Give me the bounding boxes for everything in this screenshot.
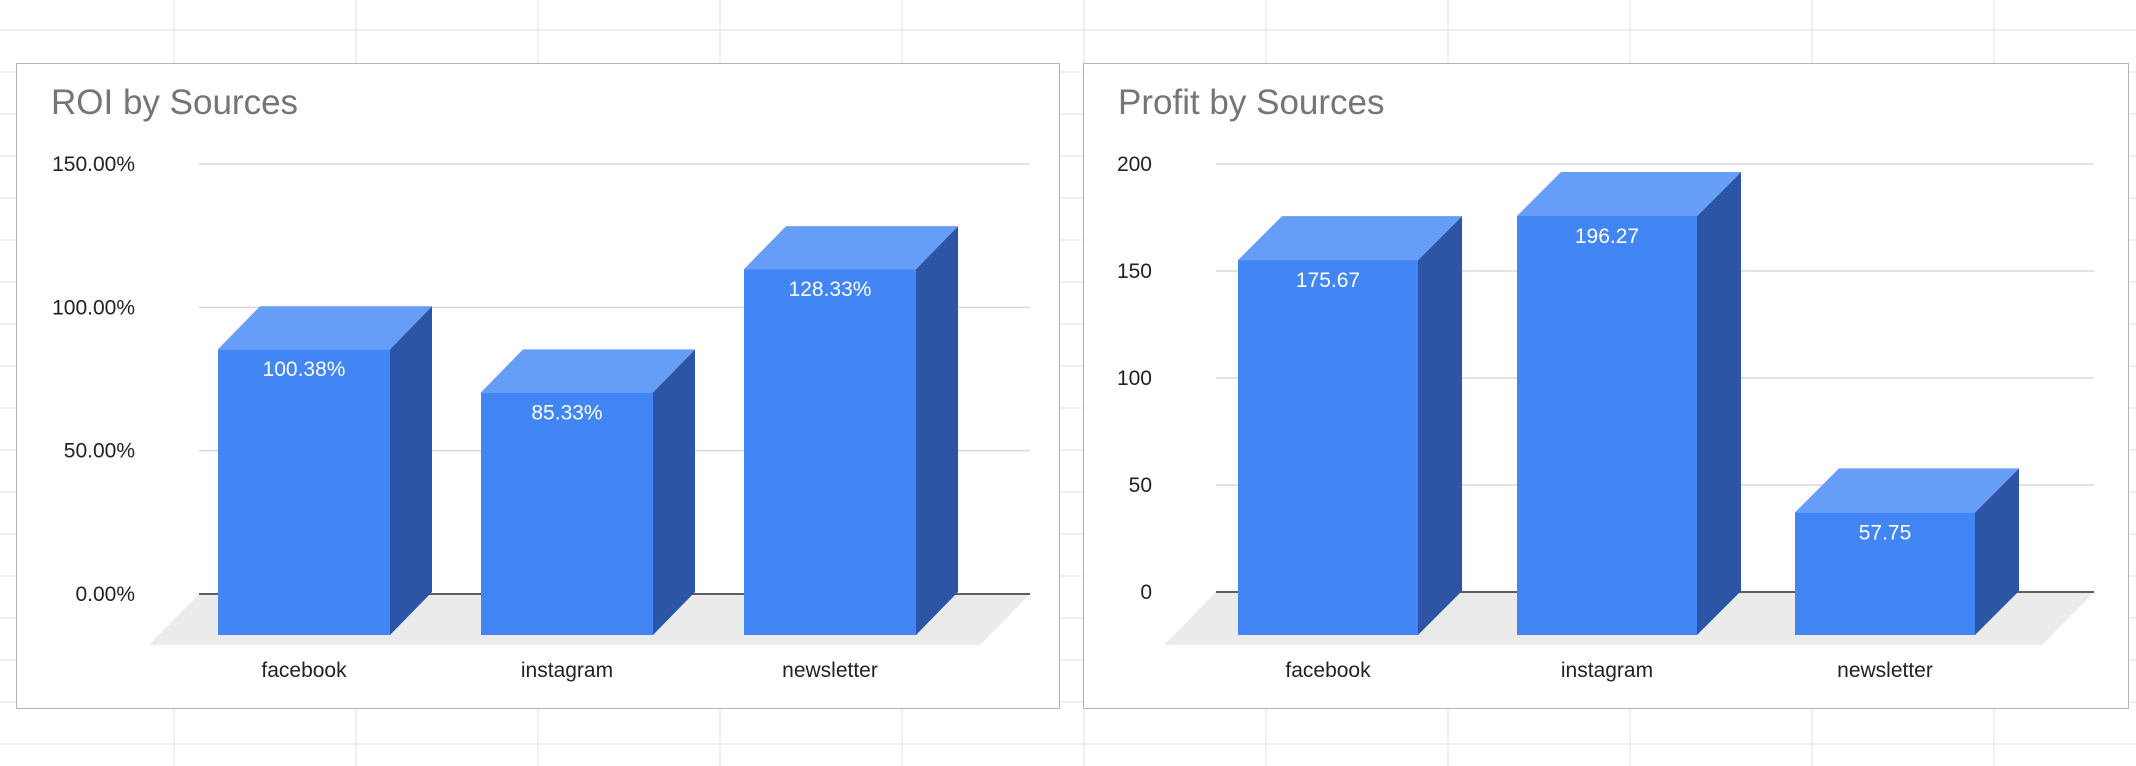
roi-chart-title: ROI by Sources [51, 83, 298, 122]
roi-bar-top [481, 349, 695, 393]
profit-chart-plot: Profit by Sources 0 50 100 150 200 175.67 face… [1117, 83, 2094, 682]
profit-bar-top [1238, 216, 1462, 261]
roi-y-tick-label: 150.00% [52, 153, 135, 176]
profit-bar-top [1795, 468, 2019, 513]
profit-data-label: 57.75 [1859, 521, 1912, 544]
profit-bar-instagram[interactable]: 196.27 [1517, 171, 1741, 636]
roi-y-tick-label: 50.00% [64, 440, 135, 463]
profit-x-tick-label: instagram [1561, 659, 1653, 682]
profit-x-tick-label: newsletter [1837, 659, 1933, 682]
roi-data-label: 128.33% [789, 278, 872, 301]
roi-bar-side [916, 226, 958, 635]
roi-bar-side [653, 349, 695, 635]
roi-bar-top [744, 226, 958, 270]
profit-bar-side [1975, 468, 2019, 635]
profit-bar-front [1795, 512, 1975, 635]
roi-y-tick-label: 100.00% [52, 296, 135, 319]
profit-y-tick-label: 0 [1140, 581, 1152, 604]
profit-chart-title: Profit by Sources [1118, 83, 1385, 122]
profit-bar-front [1238, 260, 1418, 635]
roi-data-label: 100.38% [263, 358, 346, 381]
profit-bar-newsletter[interactable]: 57.75 [1795, 468, 2019, 635]
profit-bar-side [1697, 171, 1741, 635]
roi-x-tick-label: newsletter [782, 659, 878, 682]
roi-bar-front [218, 349, 390, 635]
profit-y-tick-label: 50 [1129, 474, 1152, 497]
roi-bar-newsletter[interactable]: 128.33% [744, 226, 958, 635]
roi-data-label: 85.33% [531, 401, 602, 424]
roi-bar-top [218, 306, 432, 350]
roi-chart-plot: ROI by Sources 0.00% 50.00% 100.00% 150.00%… [51, 83, 1030, 682]
profit-y-tick-label: 200 [1117, 153, 1152, 176]
profit-y-tick-label: 150 [1117, 260, 1152, 283]
roi-x-tick-label: instagram [521, 659, 613, 682]
profit-x-tick-label: facebook [1285, 659, 1371, 682]
profit-bar-top [1517, 171, 1741, 216]
profit-chart[interactable]: Profit by Sources 0 50 100 150 200 175.67 face… [1083, 63, 2129, 709]
roi-y-tick-label: 0.00% [75, 583, 135, 606]
roi-bar-side [390, 306, 432, 635]
profit-data-label: 175.67 [1296, 269, 1360, 292]
roi-chart[interactable]: ROI by Sources 0.00% 50.00% 100.00% 150.00%… [16, 63, 1060, 709]
roi-x-tick-label: facebook [261, 659, 347, 682]
profit-bar-facebook[interactable]: 175.67 [1238, 216, 1462, 635]
roi-bar-facebook[interactable]: 100.38% [218, 306, 432, 635]
roi-bar-front [481, 392, 653, 635]
profit-bar-side [1418, 216, 1462, 635]
roi-bar-front [744, 269, 916, 635]
roi-bar-instagram[interactable]: 85.33% [481, 349, 695, 635]
profit-bar-front [1517, 215, 1697, 636]
profit-data-label: 196.27 [1575, 225, 1639, 248]
profit-y-tick-label: 100 [1117, 367, 1152, 390]
